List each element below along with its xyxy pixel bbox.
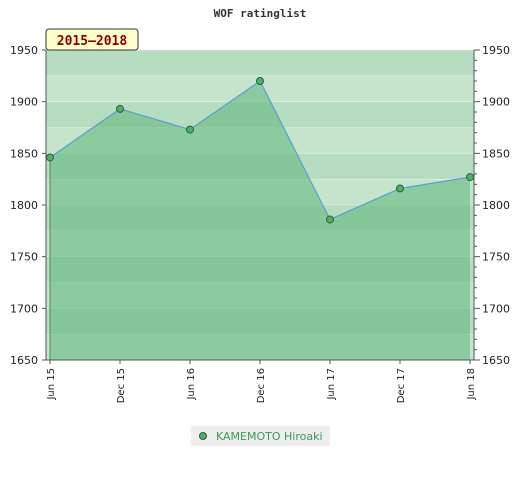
y-tick-label-left: 1800 (10, 199, 38, 212)
y-tick-label-right: 1850 (482, 147, 510, 160)
data-point (396, 184, 404, 193)
axes: 1650 1650 1700 1700 1750 1750 1800 1800 1850 1850… (10, 44, 510, 403)
legend-label: KAMEMOTO Hiroaki (216, 430, 323, 443)
chart-title: WOF ratinglist (214, 7, 307, 20)
y-tick-label-right: 1800 (482, 199, 510, 212)
x-tick-label: Dec 16 (256, 368, 267, 403)
legend-marker (199, 432, 207, 440)
x-tick-label: Jun 16 (186, 368, 197, 401)
y-tick-label-left: 1850 (10, 147, 38, 160)
year-range-badge: 2015–2018 (45, 28, 139, 51)
legend: KAMEMOTO Hiroaki (191, 426, 330, 446)
data-point (466, 173, 474, 182)
y-tick-label-right: 1700 (482, 302, 510, 315)
data-point (256, 77, 264, 85)
legend-box (191, 426, 330, 446)
badge-box (45, 28, 139, 51)
x-tick-label: Dec 17 (396, 368, 407, 403)
x-tick-label: Jun 18 (466, 368, 477, 401)
grid-band (46, 50, 474, 76)
y-tick-label-left: 1700 (10, 302, 38, 315)
y-tick-label-right: 1950 (482, 44, 510, 57)
data-point (326, 215, 334, 224)
y-tick-label-left: 1650 (10, 354, 38, 367)
y-tick-label-left: 1750 (10, 251, 38, 264)
y-tick-label-right: 1750 (482, 251, 510, 264)
x-tick-label: Jun 17 (326, 368, 337, 401)
y-tick-label-left: 1900 (10, 96, 38, 109)
y-tick-label-right: 1650 (482, 354, 510, 367)
y-tick-label-left: 1950 (10, 44, 38, 57)
data-point (186, 125, 194, 134)
x-tick-label: Dec 15 (116, 368, 127, 403)
series-area (50, 81, 470, 360)
data-point (116, 104, 124, 113)
badge-text: 2015–2018 (57, 34, 128, 49)
data-points (46, 77, 474, 224)
x-tick-label: Jun 15 (46, 368, 57, 401)
y-tick-label-right: 1900 (482, 96, 510, 109)
data-point (46, 153, 54, 162)
